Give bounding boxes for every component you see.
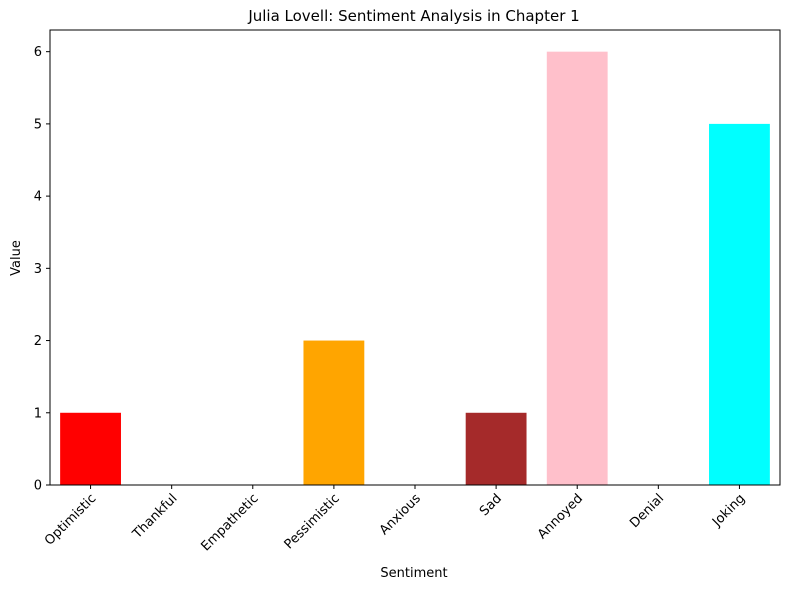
x-tick-label: Joking (709, 491, 748, 530)
y-tick-label: 1 (34, 406, 42, 421)
plot-frame (49, 29, 781, 486)
x-tick-label: Empathetic (198, 491, 261, 554)
x-tick-label: Pessimistic (282, 491, 343, 552)
y-tick-label: 0 (34, 479, 42, 494)
y-axis-ticks: 0 1 2 3 4 5 6 (34, 45, 50, 494)
bar-pessimistic (303, 340, 365, 485)
y-axis-label: Value (9, 240, 24, 276)
bar-annoyed (546, 51, 608, 486)
x-tick-label: Anxious (377, 491, 424, 538)
x-tick-label: Thankful (129, 491, 180, 542)
y-tick-label: 3 (34, 262, 42, 277)
y-tick-label: 6 (34, 45, 42, 60)
bars-group (60, 51, 770, 486)
bar-sad (465, 412, 527, 485)
y-tick-label: 5 (34, 117, 42, 132)
chart-title: Julia Lovell: Sentiment Analysis in Chap… (247, 7, 579, 25)
x-axis-ticks: Optimistic Thankful Empathetic Pessimistic A… (42, 485, 748, 554)
x-axis-label: Sentiment (380, 566, 447, 581)
x-tick-label: Denial (627, 491, 667, 531)
bar-joking (709, 123, 770, 485)
x-tick-label: Annoyed (535, 491, 586, 542)
x-tick-label: Sad (477, 491, 505, 519)
bar-optimistic (60, 412, 121, 485)
y-tick-label: 4 (34, 190, 42, 205)
y-tick-label: 2 (34, 334, 42, 349)
x-tick-label: Optimistic (42, 491, 99, 548)
